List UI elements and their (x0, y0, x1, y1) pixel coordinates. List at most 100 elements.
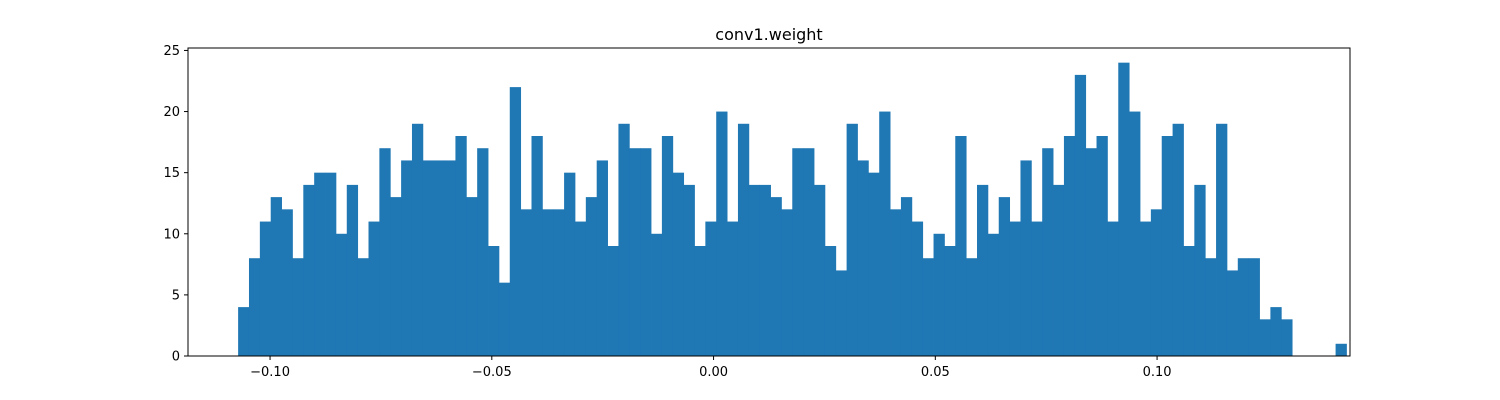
histogram-bar (737, 123, 750, 356)
histogram-bar (433, 160, 445, 356)
histogram-bar (1270, 307, 1282, 356)
histogram-bar (716, 111, 728, 356)
histogram-bar (574, 221, 587, 356)
histogram-bar (1085, 148, 1097, 356)
histogram-bar (683, 184, 695, 356)
y-tick-label: 20 (163, 105, 180, 120)
histogram-bar (977, 184, 989, 356)
histogram-bar (335, 233, 348, 356)
chart-title: conv1.weight (715, 25, 822, 44)
histogram-bar (444, 160, 456, 356)
histogram-bar (1259, 319, 1271, 356)
histogram-bar (955, 136, 967, 356)
histogram-bar (835, 270, 848, 356)
histogram-bar (1140, 221, 1152, 356)
histogram-bar (455, 136, 467, 356)
histogram-bar (1194, 184, 1206, 356)
histogram-bar (401, 160, 413, 356)
histogram-bar (1161, 136, 1173, 356)
histogram-bar (390, 197, 402, 356)
histogram-bar (1096, 136, 1108, 356)
y-tick-label: 25 (163, 44, 180, 59)
histogram-bar (933, 233, 945, 356)
histogram-bar (477, 148, 489, 356)
histogram-bar (564, 172, 576, 356)
y-tick-label: 0 (172, 350, 180, 365)
histogram-bar (966, 258, 978, 356)
histogram-bar (1237, 258, 1250, 356)
histogram-bars (238, 62, 1347, 357)
y-tick-label: 15 (163, 166, 180, 181)
histogram-bar (824, 246, 837, 356)
histogram-bar (987, 233, 1000, 356)
histogram-bar (281, 209, 293, 356)
histogram-bar (1053, 184, 1065, 356)
histogram-bar (803, 148, 815, 356)
histogram-bar (781, 209, 793, 356)
histogram-bar (531, 136, 543, 356)
histogram-bar (879, 111, 891, 356)
histogram-bar (792, 148, 804, 356)
histogram-bar (900, 197, 913, 356)
histogram-bar (1009, 221, 1021, 356)
histogram-bar (325, 172, 337, 356)
y-tick-label: 5 (172, 288, 180, 303)
histogram-bar (1281, 319, 1293, 356)
histogram-bar (1042, 148, 1054, 356)
x-axis-ticks: −0.10 −0.05 0.00 0.05 0.10 (250, 356, 1172, 380)
histogram-bar (672, 172, 685, 356)
histogram-bar (846, 123, 858, 356)
histogram-bar (629, 148, 641, 356)
histogram-bar (748, 184, 761, 356)
histogram-bar (368, 221, 380, 356)
histogram-bar (357, 258, 369, 356)
histogram-bar (542, 209, 554, 356)
histogram-bar (911, 221, 924, 356)
x-tick-label: −0.10 (250, 365, 290, 380)
histogram-bar (618, 123, 630, 356)
histogram-bar (890, 209, 902, 356)
histogram-bar (1063, 136, 1076, 356)
histogram-bar (944, 246, 956, 356)
histogram-bar (661, 136, 674, 356)
histogram-bar (379, 148, 391, 356)
x-tick-label: 0.05 (921, 365, 950, 380)
y-tick-label: 10 (163, 227, 180, 242)
histogram-bar (488, 246, 500, 356)
histogram-bar (651, 233, 663, 356)
histogram-bar (1129, 111, 1141, 356)
histogram-bar (411, 123, 424, 356)
histogram-bar (868, 172, 880, 356)
histogram-bar (857, 160, 869, 356)
histogram-bar (998, 197, 1011, 356)
histogram-bar (585, 197, 598, 356)
y-axis-ticks: 0 5 10 15 20 25 (163, 44, 188, 365)
histogram-bar (303, 184, 315, 356)
histogram-bar (770, 197, 782, 356)
histogram-bar (694, 246, 706, 356)
x-tick-label: −0.05 (472, 365, 512, 380)
histogram-bar (596, 160, 608, 356)
histogram-bar (314, 172, 326, 356)
histogram-bar (498, 282, 511, 356)
histogram-bar (1205, 258, 1217, 356)
histogram-bar (466, 197, 478, 356)
histogram-bar (922, 258, 934, 356)
histogram-bar (607, 246, 619, 356)
histogram-bar (509, 87, 522, 357)
histogram-bar (346, 184, 359, 356)
histogram-bar (1335, 343, 1347, 356)
histogram-bar (727, 221, 739, 356)
histogram-bar (248, 258, 261, 356)
histogram-bar (640, 148, 652, 356)
histogram-bar (814, 184, 826, 356)
histogram-bar (1183, 246, 1195, 356)
histogram-bar (1074, 74, 1087, 356)
histogram-bar (259, 221, 272, 356)
histogram-bar (238, 307, 250, 356)
axes-frame (187, 47, 1351, 357)
histogram-bar (1031, 221, 1043, 356)
histogram-bar (1118, 62, 1130, 357)
